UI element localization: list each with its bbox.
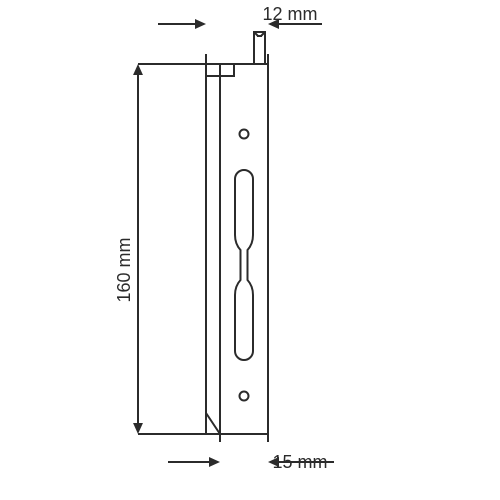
screw-hole-top	[240, 130, 249, 139]
slide-slot	[235, 170, 253, 360]
dimension-top-label: 12 mm	[262, 4, 317, 24]
dimension-bottom-label: 15 mm	[272, 452, 327, 472]
flush-bolt-drawing	[206, 32, 268, 434]
side-strip	[206, 64, 220, 434]
screw-hole-bottom	[240, 392, 249, 401]
bottom-bevel	[206, 413, 220, 434]
face-plate	[220, 64, 268, 434]
dimension-left-label: 160 mm	[114, 237, 134, 302]
